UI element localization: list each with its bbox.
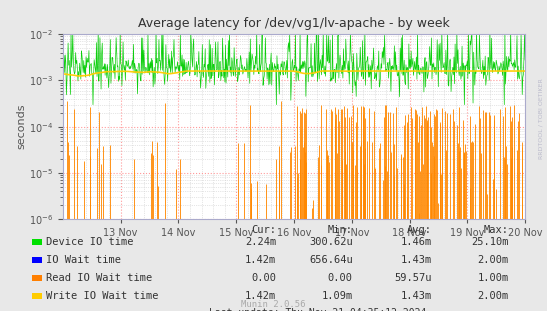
Text: 1.46m: 1.46m (401, 237, 432, 247)
Text: Read IO Wait time: Read IO Wait time (46, 273, 153, 283)
Text: 2.00m: 2.00m (478, 291, 509, 301)
Text: 1.43m: 1.43m (401, 291, 432, 301)
Text: 1.09m: 1.09m (322, 291, 353, 301)
Text: Cur:: Cur: (251, 225, 276, 235)
Text: 1.00m: 1.00m (478, 273, 509, 283)
Text: 2.24m: 2.24m (245, 237, 276, 247)
Text: 25.10m: 25.10m (471, 237, 509, 247)
Text: 59.57u: 59.57u (394, 273, 432, 283)
Text: 656.64u: 656.64u (309, 255, 353, 265)
Title: Average latency for /dev/vg1/lv-apache - by week: Average latency for /dev/vg1/lv-apache -… (138, 17, 450, 30)
Text: 1.42m: 1.42m (245, 255, 276, 265)
Text: 300.62u: 300.62u (309, 237, 353, 247)
Y-axis label: seconds: seconds (16, 104, 26, 150)
Text: Write IO Wait time: Write IO Wait time (46, 291, 159, 301)
Text: Device IO time: Device IO time (46, 237, 134, 247)
Text: 0.00: 0.00 (328, 273, 353, 283)
Text: Last update: Thu Nov 21 04:35:12 2024: Last update: Thu Nov 21 04:35:12 2024 (208, 308, 426, 311)
Text: Avg:: Avg: (407, 225, 432, 235)
Text: 2.00m: 2.00m (478, 255, 509, 265)
Text: Min:: Min: (328, 225, 353, 235)
Text: 0.00: 0.00 (251, 273, 276, 283)
Text: IO Wait time: IO Wait time (46, 255, 121, 265)
Text: RRDTOOL / TOBI OETIKER: RRDTOOL / TOBI OETIKER (538, 78, 543, 159)
Text: 1.42m: 1.42m (245, 291, 276, 301)
Text: Munin 2.0.56: Munin 2.0.56 (241, 300, 306, 309)
Text: Max:: Max: (484, 225, 509, 235)
Text: 1.43m: 1.43m (401, 255, 432, 265)
